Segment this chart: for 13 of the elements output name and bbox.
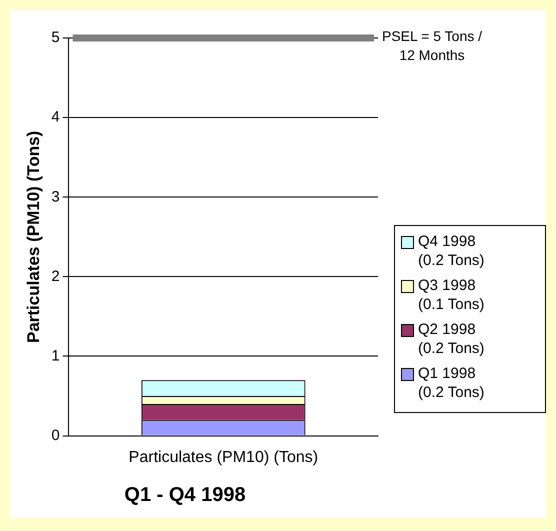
text: Q1 - Q4 1998	[123, 484, 247, 507]
legend-label: Q3 1998 (0.1 Tons)	[418, 276, 486, 314]
ref-line-label: PSEL = 5 Tons / 12 Months	[382, 27, 482, 65]
legend-label: Q2 1998 (0.2 Tons)	[418, 320, 486, 358]
y-tick-label: 1	[51, 347, 60, 364]
legend-label: Q4 1998 (0.2 Tons)	[418, 232, 486, 270]
y-tick-label: 5	[51, 29, 60, 46]
y-tick-label: 4	[51, 108, 60, 126]
y-tick-label: 3	[51, 188, 60, 206]
y-tick-label: 2	[51, 268, 60, 285]
y-tick-label: 0	[51, 426, 60, 444]
legend-label: Q1 1998 (0.2 Tons)	[418, 364, 486, 402]
y-axis-title: Particulates (PM10) (Tons)	[24, 130, 43, 344]
